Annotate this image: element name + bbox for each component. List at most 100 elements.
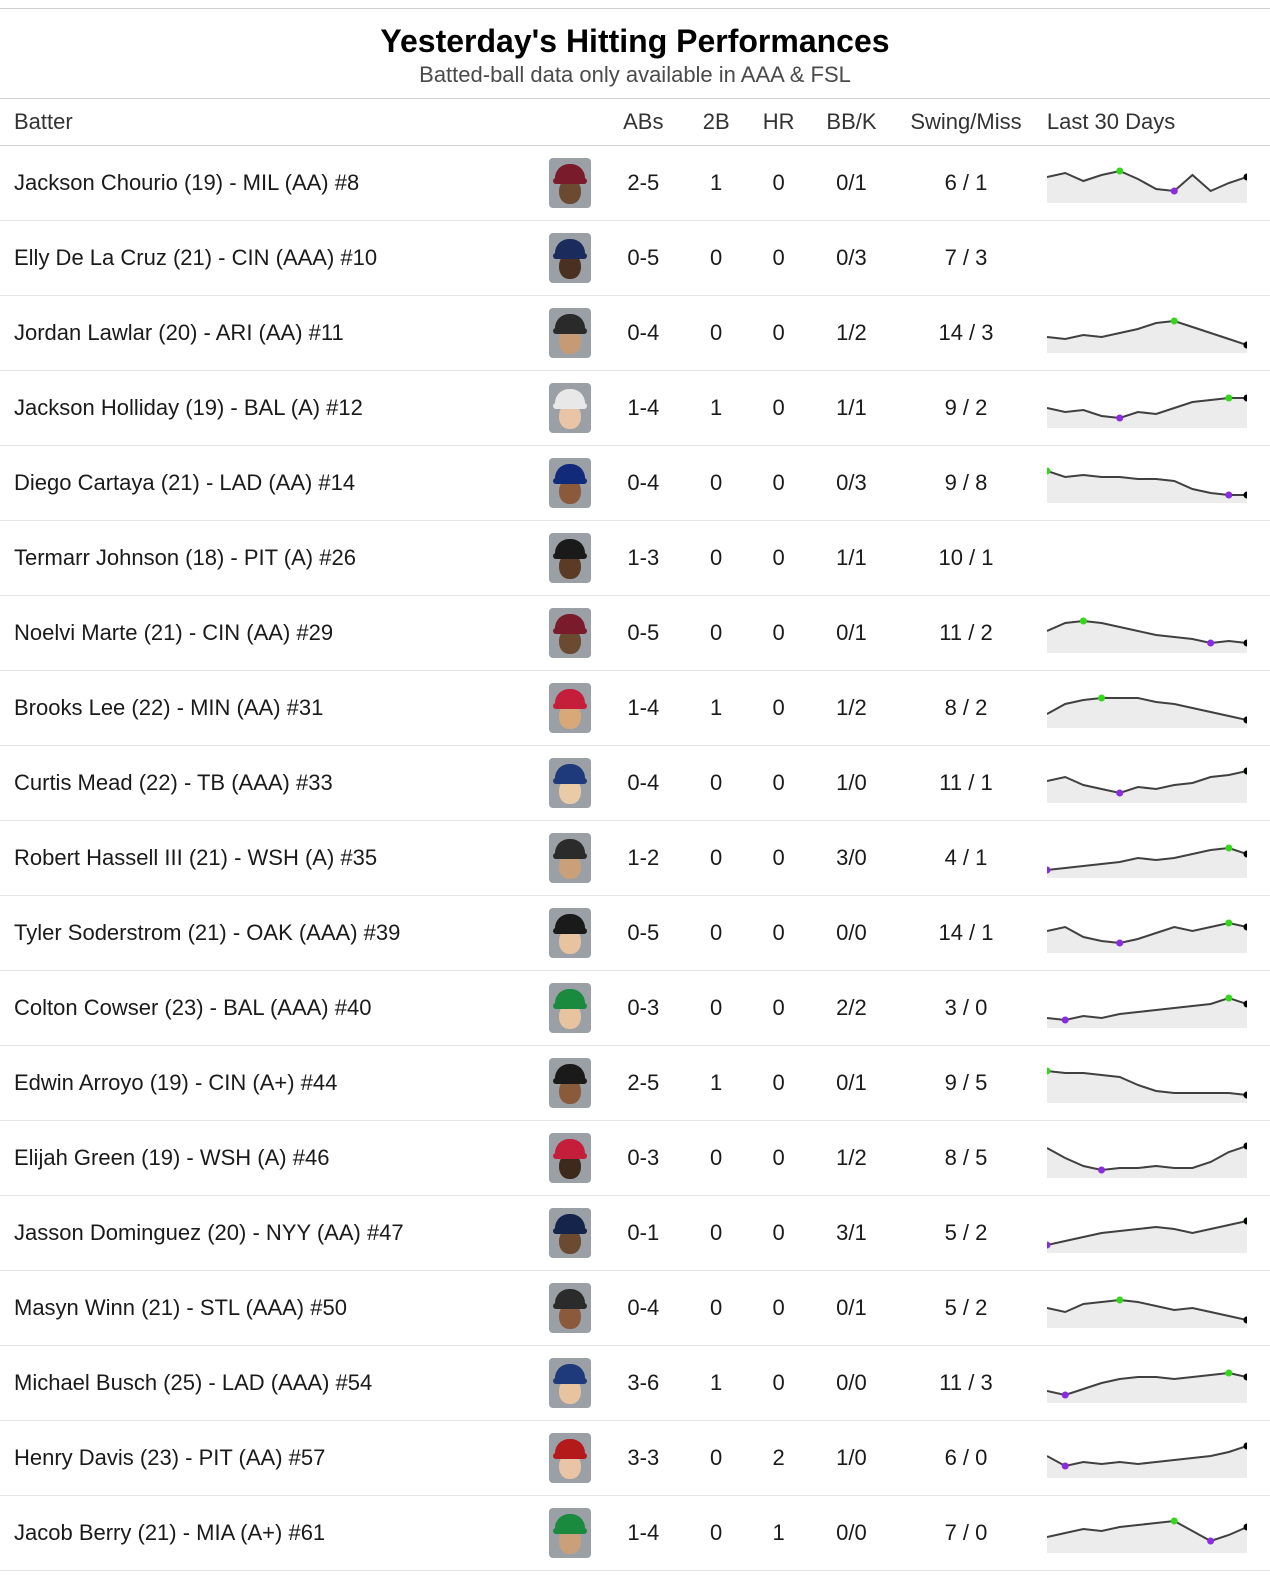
spark-cell [1039,971,1270,1046]
table-row[interactable]: Colton Cowser (23) - BAL (AAA) #40 0-3 0… [0,971,1270,1046]
doubles-cell: 0 [685,1496,747,1571]
spark-cell [1039,221,1270,296]
col-hr[interactable]: HR [747,99,809,146]
table-row[interactable]: Diego Cartaya (21) - LAD (AA) #14 0-4 0 … [0,446,1270,521]
photo-cell [541,596,601,671]
photo-cell [541,446,601,521]
abs-cell: 0-5 [602,596,685,671]
photo-cell [541,1421,601,1496]
table-row[interactable]: Jackson Holliday (19) - BAL (A) #12 1-4 … [0,371,1270,446]
bbk-cell: 1/0 [810,746,893,821]
doubles-cell: 0 [685,596,747,671]
doubles-cell: 0 [685,221,747,296]
sparkline [1047,163,1247,203]
spark-cell [1039,821,1270,896]
batter-cell: Diego Cartaya (21) - LAD (AA) #14 [0,446,541,521]
hr-cell: 0 [747,446,809,521]
table-row[interactable]: Jacob Berry (21) - MIA (A+) #61 1-4 0 1 … [0,1496,1270,1571]
batter-cell: Jacob Berry (21) - MIA (A+) #61 [0,1496,541,1571]
photo-cell [541,1121,601,1196]
col-batter[interactable]: Batter [0,99,541,146]
player-photo [549,833,591,883]
swm-cell: 9 / 8 [893,446,1039,521]
bbk-cell: 3/0 [810,821,893,896]
abs-cell: 2-5 [602,1046,685,1121]
hitting-table-container: Yesterday's Hitting Performances Batted-… [0,8,1270,1571]
bbk-cell: 1/2 [810,671,893,746]
bbk-cell: 0/3 [810,221,893,296]
sparkline [1047,988,1247,1028]
spark-cell [1039,371,1270,446]
table-row[interactable]: Termarr Johnson (18) - PIT (A) #26 1-3 0… [0,521,1270,596]
table-row[interactable]: Henry Davis (23) - PIT (AA) #57 3-3 0 2 … [0,1421,1270,1496]
swm-cell: 9 / 2 [893,371,1039,446]
table-row[interactable]: Michael Busch (25) - LAD (AAA) #54 3-6 1… [0,1346,1270,1421]
spark-cell [1039,1196,1270,1271]
table-row[interactable]: Elly De La Cruz (21) - CIN (AAA) #10 0-5… [0,221,1270,296]
player-photo [549,533,591,583]
col-abs[interactable]: ABs [602,99,685,146]
abs-cell: 1-4 [602,1496,685,1571]
table-row[interactable]: Brooks Lee (22) - MIN (AA) #31 1-4 1 0 1… [0,671,1270,746]
sparkline [1047,388,1247,428]
swm-cell: 9 / 5 [893,1046,1039,1121]
doubles-cell: 0 [685,1421,747,1496]
swm-cell: 6 / 1 [893,146,1039,221]
hr-cell: 0 [747,746,809,821]
bbk-cell: 1/2 [810,1121,893,1196]
sparkline [1047,313,1247,353]
abs-cell: 0-4 [602,446,685,521]
sparkline [1047,1063,1247,1103]
col-bbk[interactable]: BB/K [810,99,893,146]
swm-cell: 14 / 3 [893,296,1039,371]
table-row[interactable]: Curtis Mead (22) - TB (AAA) #33 0-4 0 0 … [0,746,1270,821]
table-row[interactable]: Elijah Green (19) - WSH (A) #46 0-3 0 0 … [0,1121,1270,1196]
col-last30[interactable]: Last 30 Days [1039,99,1270,146]
table-row[interactable]: Tyler Soderstrom (21) - OAK (AAA) #39 0-… [0,896,1270,971]
hr-cell: 0 [747,1046,809,1121]
spark-cell [1039,1271,1270,1346]
photo-cell [541,146,601,221]
batter-cell: Edwin Arroyo (19) - CIN (A+) #44 [0,1046,541,1121]
sparkline [1047,1138,1247,1178]
batter-cell: Jackson Holliday (19) - BAL (A) #12 [0,371,541,446]
spark-cell [1039,671,1270,746]
doubles-cell: 0 [685,1271,747,1346]
photo-cell [541,746,601,821]
sparkline [1047,688,1247,728]
spark-cell [1039,521,1270,596]
player-photo [549,308,591,358]
hr-cell: 0 [747,671,809,746]
table-row[interactable]: Masyn Winn (21) - STL (AAA) #50 0-4 0 0 … [0,1271,1270,1346]
sparkline [1047,1438,1247,1478]
table-row[interactable]: Jordan Lawlar (20) - ARI (AA) #11 0-4 0 … [0,296,1270,371]
col-swm[interactable]: Swing/Miss [893,99,1039,146]
photo-cell [541,671,601,746]
batter-cell: Michael Busch (25) - LAD (AAA) #54 [0,1346,541,1421]
abs-cell: 0-4 [602,746,685,821]
doubles-cell: 1 [685,146,747,221]
batter-cell: Jasson Dominguez (20) - NYY (AA) #47 [0,1196,541,1271]
table-row[interactable]: Jackson Chourio (19) - MIL (AA) #8 2-5 1… [0,146,1270,221]
batter-cell: Termarr Johnson (18) - PIT (A) #26 [0,521,541,596]
batter-cell: Tyler Soderstrom (21) - OAK (AAA) #39 [0,896,541,971]
swm-cell: 5 / 2 [893,1196,1039,1271]
table-row[interactable]: Robert Hassell III (21) - WSH (A) #35 1-… [0,821,1270,896]
table-row[interactable]: Jasson Dominguez (20) - NYY (AA) #47 0-1… [0,1196,1270,1271]
table-row[interactable]: Edwin Arroyo (19) - CIN (A+) #44 2-5 1 0… [0,1046,1270,1121]
col-doubles[interactable]: 2B [685,99,747,146]
batter-cell: Noelvi Marte (21) - CIN (AA) #29 [0,596,541,671]
player-photo [549,608,591,658]
player-photo [549,908,591,958]
abs-cell: 0-3 [602,1121,685,1196]
photo-cell [541,371,601,446]
swm-cell: 14 / 1 [893,896,1039,971]
swm-cell: 7 / 3 [893,221,1039,296]
spark-cell [1039,1121,1270,1196]
table-row[interactable]: Noelvi Marte (21) - CIN (AA) #29 0-5 0 0… [0,596,1270,671]
page-title: Yesterday's Hitting Performances [0,23,1270,60]
doubles-cell: 0 [685,446,747,521]
swm-cell: 11 / 2 [893,596,1039,671]
photo-cell [541,821,601,896]
photo-cell [541,896,601,971]
